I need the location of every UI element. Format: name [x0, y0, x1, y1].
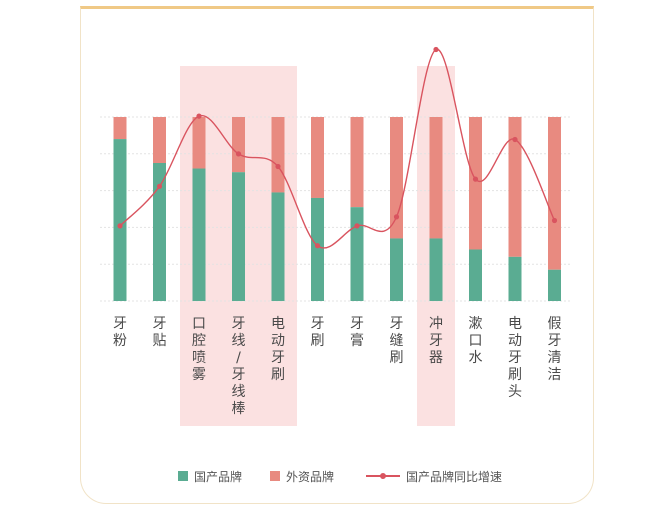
category-label-7: 牙缝刷 — [390, 316, 404, 366]
legend-label-foreign: 外资品牌 — [286, 469, 335, 484]
category-label-10: 电动牙刷头 — [508, 316, 522, 400]
legend-swatch-domestic — [178, 471, 188, 481]
legend-label-growth: 国产品牌同比增速 — [406, 469, 503, 484]
bar-foreign-6 — [350, 117, 364, 208]
growth-point-11 — [551, 217, 558, 224]
category-label-0: 牙粉 — [113, 316, 127, 349]
growth-point-7 — [393, 214, 400, 220]
chart-legend: 国产品牌 外资品牌 国产品牌同比增速 — [0, 466, 650, 486]
category-label-11: 假牙清洁 — [548, 316, 562, 383]
growth-point-10 — [512, 136, 518, 143]
category-label-2: 口腔喷雾 — [192, 316, 206, 383]
bar-domestic-6 — [350, 207, 364, 301]
category-label-4: 电动牙刷 — [271, 316, 285, 383]
growth-point-8 — [433, 46, 439, 53]
bar-foreign-5 — [311, 117, 324, 198]
bar-foreign-1 — [153, 117, 166, 163]
bar-foreign-10 — [508, 117, 522, 257]
bar-foreign-3 — [232, 117, 245, 173]
bar-domestic-3 — [232, 172, 245, 301]
bar-domestic-11 — [548, 269, 561, 301]
legend-item-domestic: 国产品牌 — [178, 466, 242, 486]
growth-point-3 — [235, 151, 242, 157]
bar-domestic-7 — [390, 238, 403, 301]
category-label-6: 牙膏 — [350, 316, 364, 349]
bar-foreign-9 — [469, 117, 482, 250]
bar-domestic-10 — [508, 256, 522, 301]
category-label-9: 漱口水 — [469, 316, 483, 366]
growth-point-1 — [156, 183, 163, 189]
bar-domestic-5 — [311, 197, 324, 301]
category-label-1: 牙贴 — [153, 316, 167, 349]
legend-item-growth: 国产品牌同比增速 — [366, 466, 502, 486]
category-label-3: 牙线/牙线棒 — [232, 316, 246, 417]
bar-domestic-4 — [271, 192, 285, 301]
category-label-8: 冲牙器 — [429, 316, 443, 366]
growth-point-0 — [117, 223, 123, 229]
growth-point-9 — [472, 176, 479, 182]
legend-item-foreign: 外资品牌 — [270, 466, 334, 486]
growth-point-5 — [314, 243, 321, 249]
legend-swatch-foreign — [270, 471, 280, 481]
bar-foreign-2 — [192, 117, 206, 169]
bar-domestic-8 — [429, 238, 443, 301]
growth-point-2 — [196, 113, 202, 119]
bar-foreign-8 — [429, 117, 443, 239]
bar-foreign-11 — [548, 117, 561, 270]
legend-label-domestic: 国产品牌 — [194, 469, 243, 484]
bar-foreign-7 — [390, 117, 403, 239]
bar-foreign-0 — [113, 117, 127, 140]
bar-domestic-1 — [153, 163, 166, 301]
bar-foreign-4 — [271, 117, 285, 193]
bar-domestic-9 — [469, 249, 482, 301]
bar-domestic-2 — [192, 168, 206, 301]
bar-domestic-0 — [113, 139, 127, 301]
growth-point-4 — [275, 163, 281, 170]
growth-point-6 — [354, 223, 360, 229]
category-label-5: 牙刷 — [311, 316, 325, 349]
legend-swatch-growth — [366, 471, 400, 481]
